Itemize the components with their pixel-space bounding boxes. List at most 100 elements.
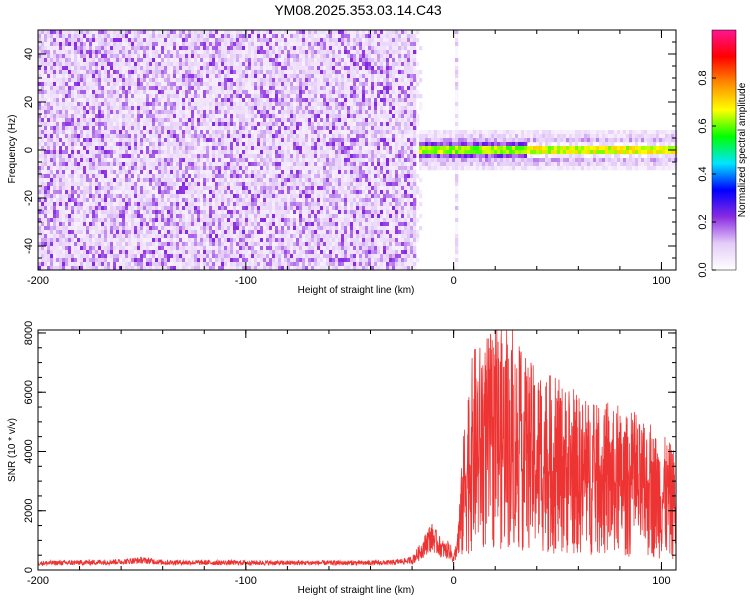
heatmap-cell: [221, 66, 225, 71]
heatmap-cell: [101, 166, 105, 171]
heatmap-cell: [143, 46, 147, 51]
heatmap-cell: [245, 254, 249, 259]
heatmap-cell: [242, 222, 246, 227]
heatmap-cell: [158, 78, 162, 83]
heatmap-cell: [260, 198, 264, 203]
heatmap-cell: [137, 94, 141, 99]
heatmap-cell: [95, 250, 99, 255]
heatmap-cell: [278, 98, 282, 103]
heatmap-cell: [80, 246, 84, 251]
heatmap-cell: [272, 66, 276, 71]
heatmap-cell: [86, 262, 90, 267]
heatmap-cell: [74, 134, 78, 139]
heatmap-cell: [104, 174, 108, 179]
heatmap-cell: [62, 114, 66, 119]
heatmap-cell: [107, 166, 111, 171]
heatmap-cell: [275, 46, 279, 51]
heatmap-cell: [161, 262, 165, 267]
heatmap-cell: [284, 178, 288, 183]
heatmap-cell: [98, 230, 102, 235]
heatmap-cell: [182, 154, 186, 159]
heatmap-cell: [149, 114, 153, 119]
heatmap-cell: [188, 34, 192, 39]
heatmap-cell: [41, 42, 45, 47]
heatmap-cell: [113, 118, 117, 123]
heatmap-cell: [134, 78, 138, 83]
heatmap-cell: [197, 62, 201, 67]
heatmap-cell: [179, 42, 183, 47]
heatmap-cell: [83, 158, 87, 163]
heatmap-cell: [47, 134, 51, 139]
heatmap-cell: [68, 162, 72, 167]
heatmap-cell: [191, 42, 195, 47]
heatmap-cell: [239, 66, 243, 71]
heatmap-cell: [248, 90, 252, 95]
heatmap-cell: [62, 206, 66, 211]
heatmap-cell: [71, 106, 75, 111]
heatmap-cell: [176, 146, 180, 151]
heatmap-cell: [89, 186, 93, 191]
heatmap-cell: [224, 218, 228, 223]
heatmap-cell: [158, 70, 162, 75]
heatmap-cell: [89, 174, 93, 179]
heatmap-cell: [194, 214, 198, 219]
heatmap-cell: [236, 222, 240, 227]
heatmap-cell: [140, 246, 144, 251]
heatmap-cell: [47, 150, 51, 155]
heatmap-cell: [128, 58, 132, 63]
heatmap-cell: [266, 202, 270, 207]
heatmap-cell: [134, 182, 138, 187]
heatmap-cell: [218, 214, 222, 219]
heatmap-cell: [149, 62, 153, 67]
heatmap-cell: [113, 94, 117, 99]
heatmap-cell: [269, 194, 273, 199]
heatmap-cell: [221, 194, 225, 199]
heatmap-cell: [284, 74, 288, 79]
heatmap-cell: [158, 242, 162, 247]
heatmap-cell: [50, 262, 54, 267]
heatmap-cell: [101, 214, 105, 219]
heatmap-cell: [275, 202, 279, 207]
heatmap-cell: [266, 130, 270, 135]
heatmap-cell: [203, 114, 207, 119]
heatmap-cell: [218, 234, 222, 239]
heatmap-cell: [200, 74, 204, 79]
heatmap-cell: [143, 66, 147, 71]
heatmap-cell: [179, 122, 183, 127]
heatmap-cell: [200, 258, 204, 263]
heatmap-cell: [209, 206, 213, 211]
heatmap-cell: [197, 158, 201, 163]
heatmap-cell: [197, 154, 201, 159]
heatmap-cell: [116, 82, 120, 87]
heatmap-cell: [248, 62, 252, 67]
heatmap-cell: [218, 206, 222, 211]
heatmap-cell: [110, 90, 114, 95]
heatmap-cell: [245, 130, 249, 135]
heatmap-cell: [239, 50, 243, 55]
heatmap-cell: [179, 262, 183, 267]
heatmap-cell: [239, 58, 243, 63]
heatmap-cell: [182, 130, 186, 135]
heatmap-cell: [62, 190, 66, 195]
heatmap-cell: [155, 142, 159, 147]
heatmap-cell: [224, 138, 228, 143]
heatmap-cell: [281, 114, 285, 119]
heatmap-cell: [131, 166, 135, 171]
heatmap-cell: [275, 210, 279, 215]
heatmap-cell: [149, 250, 153, 255]
heatmap-cell: [119, 230, 123, 235]
heatmap-cell: [182, 94, 186, 99]
heatmap-cell: [275, 130, 279, 135]
heatmap-cell: [104, 226, 108, 231]
heatmap-cell: [65, 174, 69, 179]
heatmap-cell: [233, 266, 237, 271]
heatmap-cell: [65, 186, 69, 191]
heatmap-cell: [68, 250, 72, 255]
heatmap-cell: [233, 126, 237, 131]
heatmap-cell: [245, 138, 249, 143]
heatmap-cell: [104, 54, 108, 59]
heatmap-cell: [158, 186, 162, 191]
heatmap-cell: [161, 210, 165, 215]
heatmap-cell: [98, 38, 102, 43]
heatmap-cell: [62, 86, 66, 91]
